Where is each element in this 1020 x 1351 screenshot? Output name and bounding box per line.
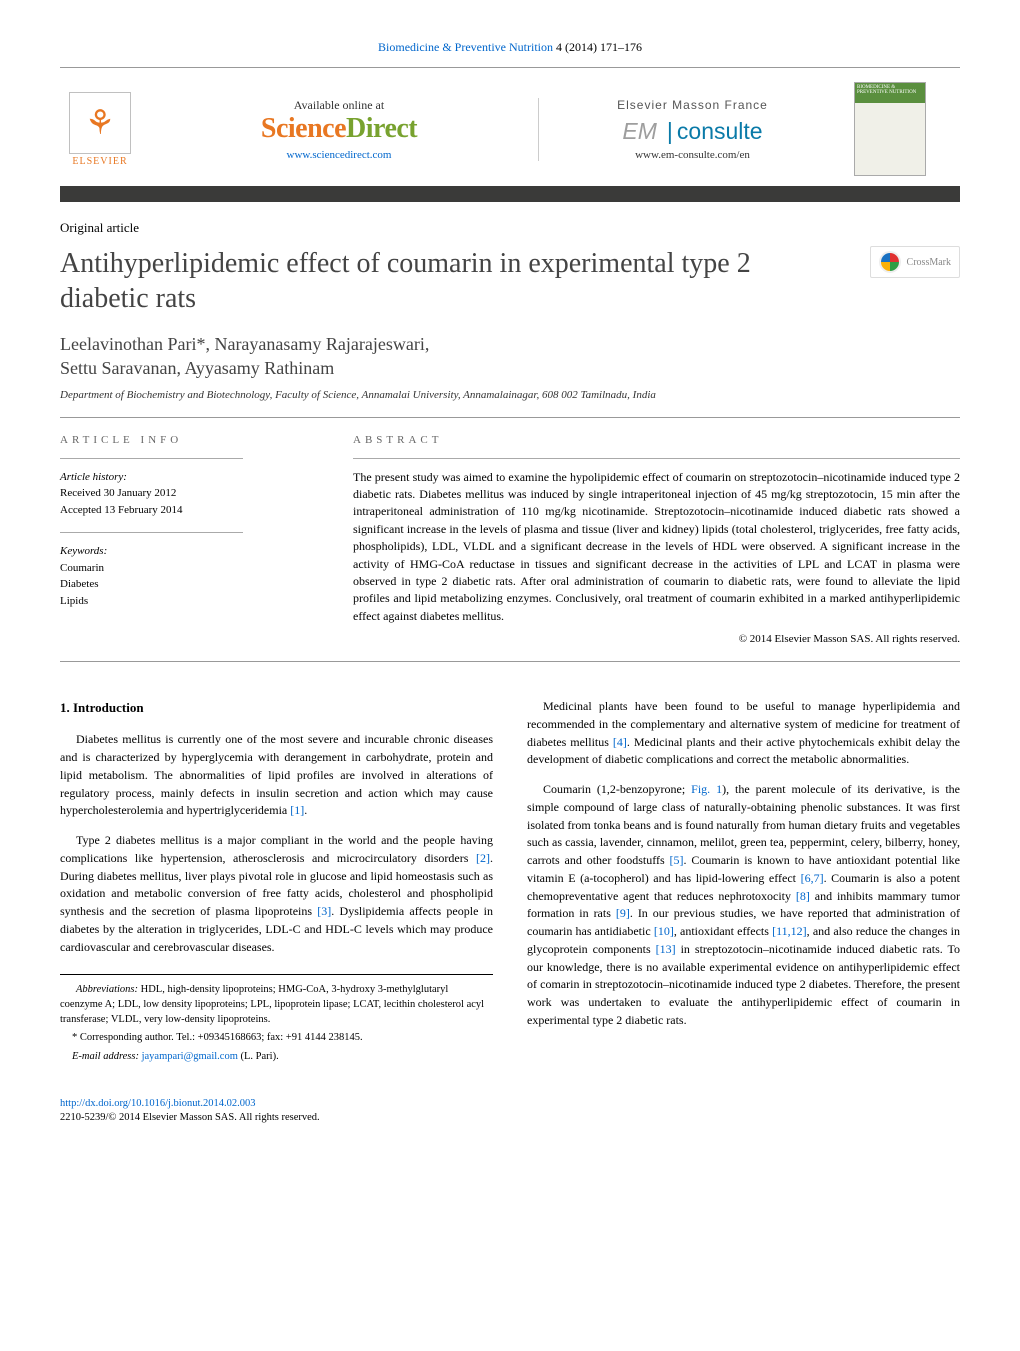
- intro-para-3: Medicinal plants have been found to be u…: [527, 698, 960, 769]
- crossmark-badge[interactable]: CrossMark: [870, 246, 960, 278]
- keyword-2: Diabetes: [60, 578, 98, 590]
- abstract-heading: abstract: [353, 434, 960, 446]
- title-row: Antihyperlipidemic effect of coumarin in…: [60, 246, 960, 316]
- ref-link[interactable]: [6,7]: [801, 871, 824, 885]
- keywords-block: Keywords: Coumarin Diabetes Lipids: [60, 543, 321, 609]
- doi-link[interactable]: http://dx.doi.org/10.1016/j.bionut.2014.…: [60, 1098, 256, 1109]
- info-sep-1: [60, 458, 243, 459]
- abstract-copyright: © 2014 Elsevier Masson SAS. All rights r…: [353, 633, 960, 645]
- left-column: 1. Introduction Diabetes mellitus is cur…: [60, 698, 493, 1069]
- em-suffix: consulte: [677, 118, 763, 144]
- email-line: E-mail address: jayampari@gmail.com (L. …: [60, 1050, 493, 1065]
- received-date: Received 30 January 2012: [60, 487, 176, 499]
- article-history: Article history: Received 30 January 201…: [60, 469, 321, 519]
- emconsulte-logo: EM|consulte: [559, 118, 826, 145]
- ref-link[interactable]: [13]: [656, 942, 676, 956]
- sciencedirect-url[interactable]: www.sciencedirect.com: [168, 149, 510, 161]
- elsevier-tree-icon: ⚘: [69, 92, 131, 154]
- keyword-3: Lipids: [60, 595, 88, 607]
- article-info-panel: article info Article history: Received 3…: [60, 434, 321, 646]
- journal-citation-header: Biomedicine & Preventive Nutrition 4 (20…: [60, 40, 960, 55]
- elsevier-label: ELSEVIER: [72, 156, 127, 167]
- intro-para-1: Diabetes mellitus is currently one of th…: [60, 731, 493, 820]
- abstract-panel: abstract The present study was aimed to …: [353, 434, 960, 646]
- elsevier-logo: ⚘ ELSEVIER: [60, 92, 140, 167]
- crossmark-label: CrossMark: [907, 257, 951, 268]
- ref-link[interactable]: [2]: [476, 851, 490, 865]
- sciencedirect-block: Available online at ScienceDirect www.sc…: [168, 98, 510, 161]
- right-column: Medicinal plants have been found to be u…: [527, 698, 960, 1069]
- info-abstract-row: article info Article history: Received 3…: [60, 434, 960, 646]
- intro-heading: 1. Introduction: [60, 698, 493, 717]
- journal-cover-thumbnail: BIOMEDICINE & PREVENTIVE NUTRITION: [854, 82, 926, 176]
- author-email-link[interactable]: jayampari@gmail.com: [142, 1051, 238, 1062]
- doi-block: http://dx.doi.org/10.1016/j.bionut.2014.…: [60, 1097, 960, 1126]
- ref-link[interactable]: [5]: [670, 853, 684, 867]
- corresponding-author: * Corresponding author. Tel.: +093451686…: [60, 1031, 493, 1046]
- journal-citation: 4 (2014) 171–176: [556, 40, 642, 54]
- publisher-band: ⚘ ELSEVIER Available online at ScienceDi…: [60, 68, 960, 186]
- intro-para-4: Coumarin (1,2-benzopyrone; Fig. 1), the …: [527, 781, 960, 1030]
- ref-link[interactable]: [3]: [317, 904, 331, 918]
- ref-link[interactable]: [9]: [616, 906, 630, 920]
- sd-science: Science: [261, 113, 346, 144]
- rule-below-abstract: [60, 661, 960, 662]
- ref-link[interactable]: [11,12]: [772, 924, 807, 938]
- figure-link[interactable]: Fig. 1: [691, 782, 722, 796]
- ref-link[interactable]: [1]: [290, 803, 304, 817]
- accepted-date: Accepted 13 February 2014: [60, 504, 183, 516]
- sd-direct: Direct: [346, 113, 417, 144]
- issn-copyright: 2210-5239/© 2014 Elsevier Masson SAS. Al…: [60, 1112, 320, 1123]
- keywords-label: Keywords:: [60, 545, 107, 557]
- journal-name-link[interactable]: Biomedicine & Preventive Nutrition: [378, 40, 553, 54]
- sciencedirect-logo: ScienceDirect: [168, 113, 510, 145]
- article-title: Antihyperlipidemic effect of coumarin in…: [60, 246, 762, 316]
- body-columns: 1. Introduction Diabetes mellitus is cur…: [60, 698, 960, 1069]
- elsevier-masson-label: Elsevier Masson France: [559, 98, 826, 112]
- abbreviations: Abbreviations: HDL, high-density lipopro…: [60, 983, 493, 1027]
- ref-link[interactable]: [10]: [654, 924, 674, 938]
- available-online-text: Available online at: [168, 98, 510, 113]
- footnotes: Abbreviations: HDL, high-density lipopro…: [60, 974, 493, 1064]
- affiliation: Department of Biochemistry and Biotechno…: [60, 389, 960, 401]
- intro-para-2: Type 2 diabetes mellitus is a major comp…: [60, 832, 493, 956]
- emconsulte-url[interactable]: www.em-consulte.com/en: [559, 149, 826, 161]
- authors: Leelavinothan Pari*, Narayanasamy Rajara…: [60, 332, 960, 381]
- rule-above-abstract: [60, 417, 960, 418]
- crossmark-icon: [879, 251, 901, 273]
- abstract-text: The present study was aimed to examine t…: [353, 469, 960, 626]
- article-info-heading: article info: [60, 434, 321, 446]
- authors-line-1: Leelavinothan Pari*, Narayanasamy Rajara…: [60, 332, 960, 356]
- emconsulte-block: Elsevier Masson France EM|consulte www.e…: [538, 98, 826, 161]
- em-prefix: EM: [622, 118, 657, 144]
- keyword-1: Coumarin: [60, 562, 104, 574]
- article-type: Original article: [60, 220, 960, 236]
- history-label: Article history:: [60, 471, 127, 483]
- ref-link[interactable]: [4]: [613, 735, 627, 749]
- dark-separator-bar: [60, 186, 960, 202]
- page: Biomedicine & Preventive Nutrition 4 (20…: [0, 0, 1020, 1166]
- authors-line-2: Settu Saravanan, Ayyasamy Rathinam: [60, 356, 960, 380]
- ref-link[interactable]: [8]: [796, 889, 810, 903]
- info-sep-2: [60, 532, 243, 533]
- abstract-rule: [353, 458, 960, 459]
